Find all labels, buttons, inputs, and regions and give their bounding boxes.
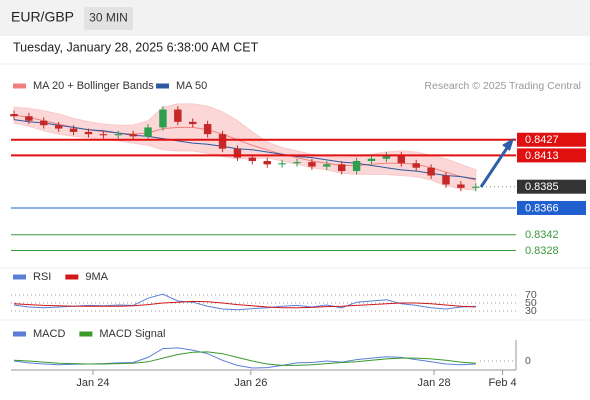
y-tick-label: 50 — [525, 297, 537, 309]
plot-area: Jan 24 Jan 26 Jan 28 Feb 4 0.8427 0.8413 0.838… — [10, 80, 586, 389]
y-tick-label: 30 — [525, 305, 537, 317]
legend-label: 9MA — [85, 271, 108, 283]
candle-body — [472, 186, 480, 188]
candle-body — [203, 124, 212, 135]
level-label: 0.8328 — [525, 245, 559, 257]
legend-label: MA 50 — [176, 80, 207, 92]
candle-body — [114, 134, 122, 136]
candle-body — [382, 155, 391, 159]
candle-body — [144, 127, 152, 137]
x-tick-label: Feb 4 — [489, 377, 517, 389]
indicator-line — [13, 293, 476, 311]
candle-body — [337, 164, 346, 172]
x-tick-label: Jan 28 — [418, 377, 451, 389]
y-tick-label: 0 — [525, 355, 531, 367]
candle-body — [367, 158, 376, 161]
ma-line — [13, 119, 476, 180]
candle-body — [174, 109, 182, 122]
candle-body — [308, 162, 316, 167]
candle-body — [457, 184, 465, 188]
level-label: 0.8385 — [525, 181, 559, 193]
candle-body — [263, 160, 271, 165]
candle-body — [427, 167, 435, 176]
legend-swatch — [13, 274, 26, 280]
candle-body — [99, 134, 108, 136]
bollinger-band — [13, 103, 477, 191]
candle-body — [352, 160, 361, 172]
symbol: EUR/GBP — [11, 9, 74, 25]
candle-body — [233, 148, 242, 158]
candle-body — [129, 134, 137, 137]
candle-body — [293, 162, 301, 164]
level-label: 0.8427 — [525, 134, 559, 146]
candle-body — [397, 155, 406, 164]
timestamp: Tuesday, January 28, 2025 6:38:00 AM CET — [13, 40, 259, 54]
candle-body — [159, 109, 167, 128]
y-tick-label: 70 — [525, 289, 537, 301]
forecast-arrow — [479, 147, 509, 188]
level-box — [517, 148, 586, 163]
legend-swatch — [156, 83, 169, 89]
legend-label: MACD Signal — [99, 328, 165, 340]
interval-box — [84, 7, 133, 30]
candle-body — [412, 163, 420, 168]
candle-body — [54, 125, 63, 129]
indicator-line — [13, 300, 476, 309]
forecast-arrow-head — [502, 138, 514, 151]
legend-label: MACD — [33, 328, 65, 340]
legend-swatch — [13, 331, 26, 337]
level-box — [517, 200, 586, 215]
candle-body — [323, 164, 331, 167]
legend-swatch — [79, 331, 93, 337]
candle-body — [278, 163, 286, 165]
credit: Research © 2025 Trading Central — [424, 80, 581, 92]
level-label: 0.8413 — [525, 150, 559, 162]
legend-swatch — [13, 83, 26, 89]
level-label: 0.8366 — [525, 202, 559, 214]
candle-body — [84, 131, 93, 135]
candle-body — [10, 114, 18, 117]
level-label: 0.8342 — [525, 229, 559, 241]
candle-body — [218, 134, 227, 149]
candle-body — [40, 120, 48, 126]
candle-body — [442, 175, 450, 185]
level-box — [517, 132, 586, 147]
candle-body — [25, 116, 33, 121]
x-tick-label: Jan 26 — [234, 377, 267, 389]
interval: 30 MIN — [89, 11, 128, 25]
legend-swatch — [65, 274, 79, 280]
candle-body — [248, 157, 257, 161]
level-box — [517, 179, 586, 194]
candle-body — [69, 128, 78, 132]
legend-label: MA 20 + Bollinger Bands — [33, 80, 154, 92]
x-tick-label: Jan 24 — [76, 377, 109, 389]
candle-body — [189, 121, 197, 125]
indicator-line — [13, 351, 476, 366]
legend-label: RSI — [33, 271, 51, 283]
